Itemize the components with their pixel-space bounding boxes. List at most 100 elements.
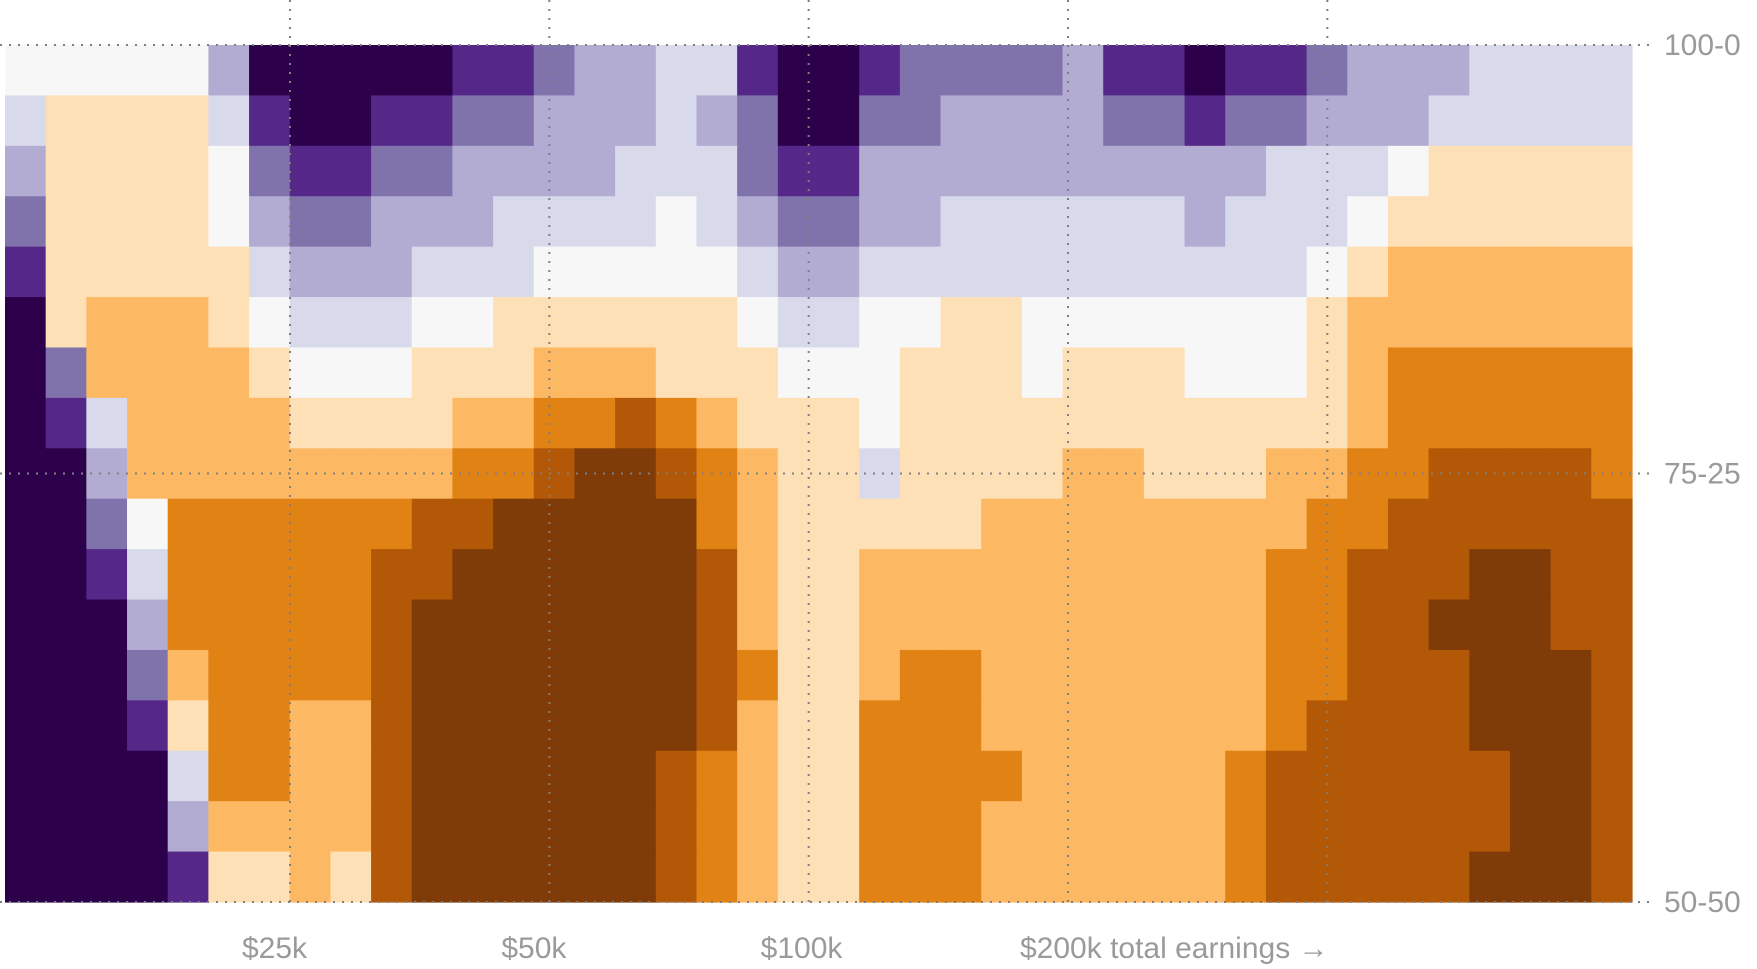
heatmap-cell [1387, 801, 1430, 853]
heatmap-cell [533, 549, 576, 601]
heatmap-cell [940, 297, 982, 349]
heatmap-cell [574, 700, 616, 752]
heatmap-cell [167, 649, 209, 701]
heatmap-cell [696, 246, 738, 298]
heatmap-cell [371, 750, 413, 802]
heatmap-cell [493, 498, 535, 550]
heatmap-cell [1347, 145, 1389, 197]
heatmap-cell [899, 45, 942, 97]
heatmap-cell [777, 599, 820, 651]
heatmap-cell [249, 145, 291, 197]
heatmap-cell [818, 498, 860, 550]
heatmap-cell [737, 851, 779, 903]
heatmap-cell [5, 45, 47, 97]
heatmap-cell [45, 498, 87, 550]
heatmap-cell [1143, 599, 1186, 651]
heatmap-cell [1469, 750, 1511, 802]
heatmap-cell [493, 549, 535, 601]
heatmap-cell [208, 397, 250, 449]
heatmap-cell [1265, 297, 1308, 349]
heatmap-cell [1387, 347, 1430, 399]
heatmap-cell [574, 246, 616, 298]
heatmap-cell [1469, 649, 1511, 701]
heatmap-cell [45, 196, 87, 248]
heatmap-cell [1143, 448, 1186, 500]
heatmap-cell [1021, 196, 1064, 248]
heatmap-cell [1591, 599, 1633, 651]
heatmap-cell [127, 649, 169, 701]
heatmap-cell [86, 851, 128, 903]
x-tick-label: $25k [242, 932, 308, 965]
heatmap-cell [1347, 397, 1389, 449]
heatmap-cell [818, 45, 860, 97]
heatmap-cell [452, 196, 494, 248]
heatmap-cell [1184, 448, 1226, 500]
heatmap-cell [1062, 397, 1104, 449]
heatmap-cell [777, 297, 820, 349]
heatmap-cell [452, 750, 494, 802]
heatmap-cell [1550, 700, 1592, 752]
heatmap-cell [1021, 297, 1064, 349]
heatmap-cell [411, 145, 454, 197]
heatmap-cell [167, 397, 209, 449]
y-tick-label: 50-50 [1664, 886, 1741, 919]
heatmap-cell [1184, 145, 1226, 197]
heatmap-cell [493, 851, 535, 903]
heatmap-cell [533, 347, 576, 399]
heatmap-cell [371, 851, 413, 903]
heatmap-cell [86, 700, 128, 752]
heatmap-cell [981, 448, 1023, 500]
heatmap-cell [493, 700, 535, 752]
heatmap-cell [1225, 347, 1267, 399]
heatmap-cell [208, 549, 250, 601]
heatmap-cell [1021, 851, 1064, 903]
heatmap-cell [981, 599, 1023, 651]
heatmap-cell [1469, 45, 1511, 97]
heatmap-cell [493, 347, 535, 399]
heatmap-cell [1225, 145, 1267, 197]
heatmap-cell [1103, 851, 1145, 903]
heatmap-cell [981, 347, 1023, 399]
heatmap-cell [737, 700, 779, 752]
heatmap-cell [574, 297, 616, 349]
heatmap-cell [615, 851, 657, 903]
heatmap-cell [1347, 700, 1389, 752]
heatmap-cell [208, 599, 250, 651]
heatmap-cell [411, 549, 454, 601]
heatmap-cell [777, 801, 820, 853]
heatmap-cell [818, 246, 860, 298]
heatmap-cell [86, 95, 128, 147]
heatmap-cell [249, 498, 291, 550]
heatmap-cell [859, 851, 901, 903]
heatmap-cell [249, 246, 291, 298]
heatmap-cell [818, 851, 860, 903]
heatmap-cell [1591, 498, 1633, 550]
heatmap-cell [452, 700, 494, 752]
heatmap-cell [371, 297, 413, 349]
heatmap-cell [940, 246, 982, 298]
heatmap-cell [1265, 700, 1308, 752]
heatmap-cell [493, 750, 535, 802]
heatmap-cell [1469, 498, 1511, 550]
heatmap-cell [1306, 95, 1348, 147]
heatmap-cell [1184, 549, 1226, 601]
heatmap-cell [1184, 95, 1226, 147]
heatmap-cell [1591, 750, 1633, 802]
heatmap-cell [574, 649, 616, 701]
heatmap-cell [86, 297, 128, 349]
heatmap-cell [411, 196, 454, 248]
heatmap-cell [1225, 599, 1267, 651]
heatmap-cell [167, 750, 209, 802]
heatmap-cell [859, 801, 901, 853]
heatmap-cell [411, 700, 454, 752]
heatmap-cell [940, 45, 982, 97]
heatmap-cell [45, 750, 87, 802]
heatmap-cell [330, 246, 372, 298]
heatmap-cell [1265, 95, 1308, 147]
heatmap-cell [1591, 196, 1633, 248]
heatmap-cell [1469, 196, 1511, 248]
heatmap-cell [1306, 297, 1348, 349]
heatmap-cell [371, 246, 413, 298]
heatmap-cell [1062, 549, 1104, 601]
heatmap-cell [818, 397, 860, 449]
